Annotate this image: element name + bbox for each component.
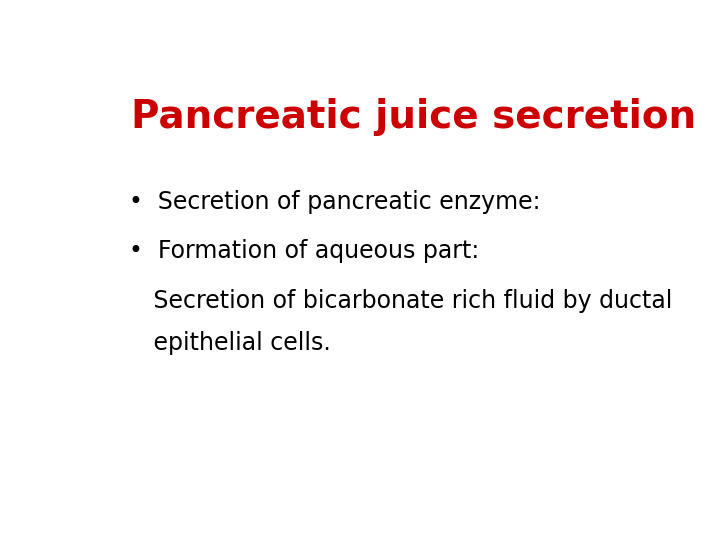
Text: Pancreatic juice secretion: Pancreatic juice secretion xyxy=(131,98,696,136)
Text: •  Secretion of pancreatic enzyme:: • Secretion of pancreatic enzyme: xyxy=(129,190,541,213)
Text: Secretion of bicarbonate rich fluid by ductal: Secretion of bicarbonate rich fluid by d… xyxy=(145,289,672,313)
Text: epithelial cells.: epithelial cells. xyxy=(145,331,330,355)
Text: •  Formation of aqueous part:: • Formation of aqueous part: xyxy=(129,239,480,264)
